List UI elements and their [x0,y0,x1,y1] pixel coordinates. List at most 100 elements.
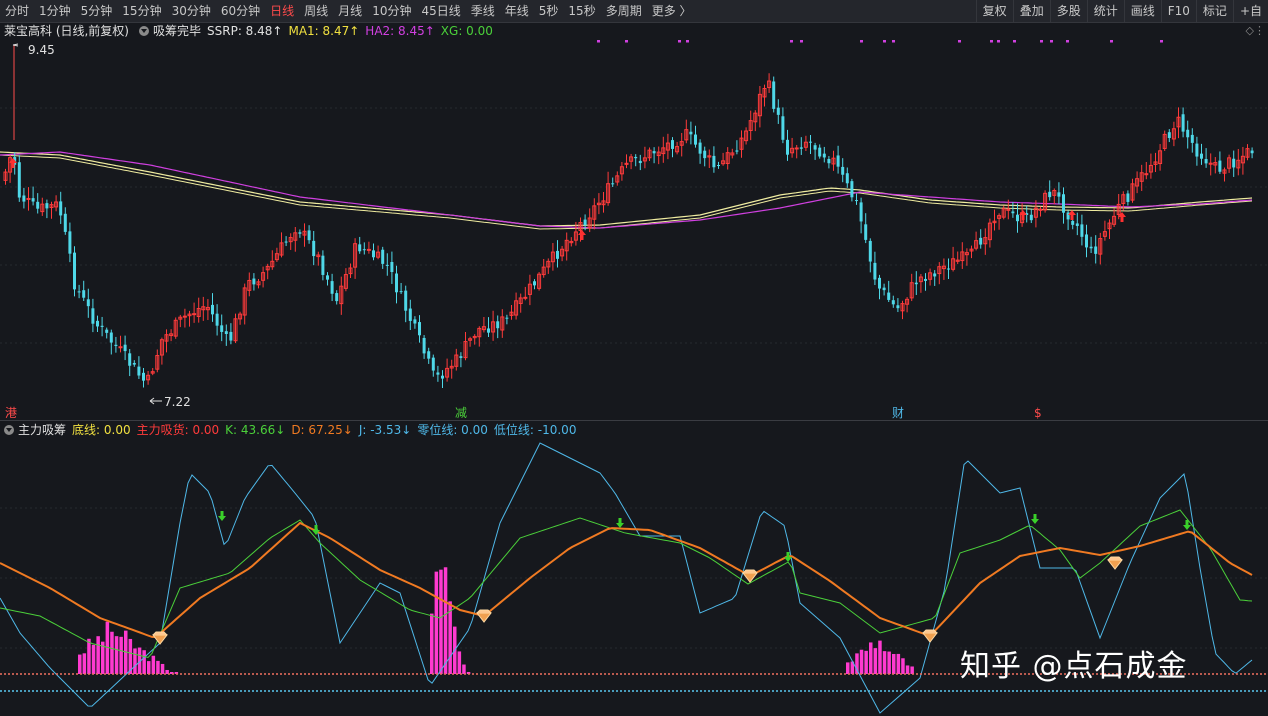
candle-body [427,351,431,359]
event-marker-3[interactable]: $ [1034,406,1042,420]
j-value: J: -3.53↓ [358,423,412,437]
xg-signal-dot [686,40,689,43]
pane-divider [0,420,1268,421]
tool-button-5[interactable]: F10 [1160,0,1196,22]
d-value: D: 67.25↓ [291,423,353,437]
candle-body [150,371,155,374]
period-tab-7[interactable]: 周线 [304,4,329,18]
candle-body [675,146,680,153]
period-tab-12[interactable]: 年线 [504,4,529,18]
candle-body [1085,234,1088,248]
period-tab-3[interactable]: 15分钟 [122,4,162,18]
candle-body [1190,134,1194,143]
candle-body [381,249,385,264]
absorb-bar [105,621,110,674]
bottom-diamond-top [742,569,758,574]
tool-button-7[interactable]: +自 [1232,0,1268,22]
tool-button-3[interactable]: 统计 [1086,0,1124,22]
candlestick-chart[interactable]: 9.45 7.22 港 减 财 $ [0,40,1268,420]
low-price-label: 7.22 [164,395,191,409]
period-tab-8[interactable]: 月线 [338,4,363,18]
candle-body [128,353,132,366]
candle-body [606,183,611,204]
period-tab-11[interactable]: 季线 [470,4,495,18]
candle-body [146,374,151,381]
candle-body [100,325,104,327]
candle-body [1102,231,1107,237]
candle-body [799,147,803,149]
candle-body [983,237,988,245]
tool-button-2[interactable]: 多股 [1049,0,1087,22]
indicator-menu-icon[interactable] [139,26,149,36]
period-tab-2[interactable]: 5分钟 [80,4,113,18]
absorb-bar [133,648,137,674]
absorb-bar [855,653,859,674]
tool-buttons: 复权 叠加 多股 统计 画线 F10 标记 +自 [975,0,1268,22]
candle-body [748,120,753,131]
xg-signal-dot [1160,40,1163,43]
event-marker-1[interactable]: 减 [455,406,467,420]
candle-body [247,279,252,291]
tool-button-1[interactable]: 叠加 [1012,0,1050,22]
candle-body [527,283,532,295]
candle-body [698,142,702,154]
candle-body [1167,132,1171,138]
period-tab-9[interactable]: 10分钟 [372,4,412,18]
candle-body [1116,203,1121,215]
event-marker-0[interactable]: 港 [5,406,17,420]
absorb-bar [137,647,142,674]
xg-signal-dot [1040,40,1043,43]
period-tab-10[interactable]: 45日线 [421,4,461,18]
candle-body [550,251,555,263]
candle-body [270,260,275,268]
period-tab-6[interactable]: 日线 [270,4,295,18]
candle-body [1052,189,1057,196]
candle-body [1071,220,1075,225]
xg-signal-dot [800,40,803,43]
candle-body [298,232,302,234]
candle-body [601,200,606,206]
tool-button-4[interactable]: 画线 [1123,0,1161,22]
tool-button-0[interactable]: 复权 [975,0,1013,22]
tool-button-6[interactable]: 标记 [1195,0,1233,22]
candle-body [739,137,744,150]
kdj-absorb-chart[interactable] [0,438,1268,716]
sub-indicator-menu-icon[interactable] [4,425,14,435]
high-price-label: 9.45 [28,43,55,57]
candle-body [1200,153,1203,159]
period-tab-16[interactable]: 更多 〉 [651,4,692,18]
candle-body [1139,172,1144,182]
candle-body [45,203,49,209]
candle-body [721,160,726,165]
candle-body [496,321,500,329]
more-icon[interactable]: ⋮ [1254,24,1265,37]
candle-body [947,268,950,270]
diamond-icon[interactable]: ◇ [1245,24,1254,37]
period-tab-15[interactable]: 多周期 [605,4,642,18]
period-tab-13[interactable]: 5秒 [538,4,559,18]
period-tab-0[interactable]: 分时 [5,4,30,18]
candle-body [924,278,927,281]
candle-body [372,250,375,258]
bottom-diamond-top [152,631,168,636]
bottom-diamond-top [1107,556,1123,561]
bottom-diamond-top [922,629,938,634]
sub-indicator-name[interactable]: 主力吸筹 [18,423,67,437]
candle-body [182,315,187,318]
candle-body [933,273,937,277]
candle-body [481,326,486,331]
candle-body [408,308,412,321]
candle-body [1245,148,1250,158]
candle-body [348,267,353,275]
period-tab-14[interactable]: 15秒 [568,4,596,18]
candle-body [564,239,569,252]
period-toolbar: 分时 1分钟 5分钟 15分钟 30分钟 60分钟 日线 周线 月线 10分钟 45日线 季线 年线 5秒… [0,0,1268,23]
indicator-name[interactable]: 吸筹完毕 [153,24,202,38]
period-tab-5[interactable]: 60分钟 [220,4,261,18]
candle-body [767,80,772,89]
buy-arrow-icon [9,158,17,168]
event-marker-2[interactable]: 财 [892,406,904,420]
period-tab-4[interactable]: 30分钟 [171,4,211,18]
candle-body [1121,194,1126,204]
period-tab-1[interactable]: 1分钟 [39,4,71,18]
